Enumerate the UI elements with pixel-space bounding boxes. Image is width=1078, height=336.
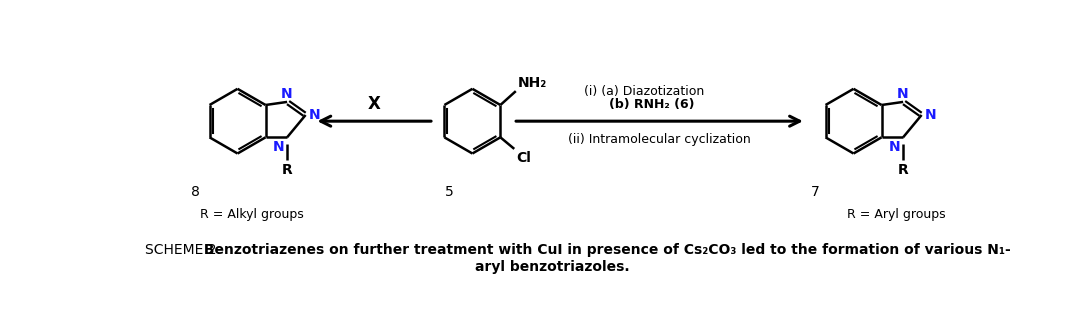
Text: N: N <box>897 87 908 101</box>
Text: Cl: Cl <box>515 151 530 165</box>
Text: SCHEME 2.: SCHEME 2. <box>146 243 221 257</box>
Text: NH₂: NH₂ <box>517 76 547 90</box>
Text: N: N <box>273 140 285 154</box>
Text: X: X <box>368 95 381 114</box>
Text: Benzotriazenes on further treatment with CuI in presence of Cs₂CO₃ led to the fo: Benzotriazenes on further treatment with… <box>199 243 1011 257</box>
Text: (i) (a) Diazotization: (i) (a) Diazotization <box>584 85 704 98</box>
Text: 7: 7 <box>811 185 819 199</box>
Text: 8: 8 <box>191 185 199 199</box>
Text: aryl benzotriazoles.: aryl benzotriazoles. <box>475 260 630 274</box>
Text: N: N <box>889 140 901 154</box>
Text: N: N <box>280 87 292 101</box>
Text: 5: 5 <box>445 185 454 199</box>
Text: R: R <box>281 163 292 177</box>
Text: R: R <box>898 163 909 177</box>
Text: (b) RNH₂ (6): (b) RNH₂ (6) <box>609 98 694 111</box>
Text: (ii) Intramolecular cyclization: (ii) Intramolecular cyclization <box>568 133 751 146</box>
Text: N: N <box>308 108 320 122</box>
Text: R = Alkyl groups: R = Alkyl groups <box>199 208 303 221</box>
Text: R = Aryl groups: R = Aryl groups <box>846 208 945 221</box>
Text: N: N <box>925 108 937 122</box>
